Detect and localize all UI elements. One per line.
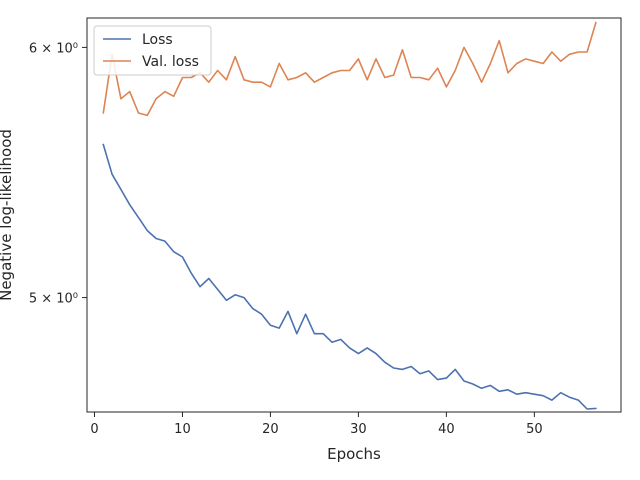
series-line-loss <box>102 143 597 410</box>
x-axis-ticks: 0 10 20 30 40 50 <box>90 412 543 437</box>
series-line-val-loss <box>102 21 597 117</box>
y-axis-title: Negative log-likelihood <box>0 129 15 301</box>
legend: Loss Val. loss <box>93 25 212 76</box>
x-tick-label: 10 <box>174 422 191 437</box>
y-tick-label: 5 × 10⁰ <box>29 292 78 307</box>
y-axis-ticks: 5 × 10⁰ 6 × 10⁰ <box>29 41 87 307</box>
x-tick-label: 20 <box>262 422 279 437</box>
x-tick-label: 30 <box>350 422 367 437</box>
x-tick-label: 50 <box>526 422 543 437</box>
plot-frame <box>86 17 622 413</box>
x-tick-label: 40 <box>438 422 455 437</box>
x-axis-title: Epochs <box>327 445 381 463</box>
legend-label-val-loss: Val. loss <box>142 54 199 70</box>
series-layer <box>102 21 597 410</box>
x-tick-label: 0 <box>90 422 98 437</box>
legend-label-loss: Loss <box>142 32 173 48</box>
y-tick-label: 6 × 10⁰ <box>29 41 78 56</box>
plot-area <box>86 17 622 413</box>
